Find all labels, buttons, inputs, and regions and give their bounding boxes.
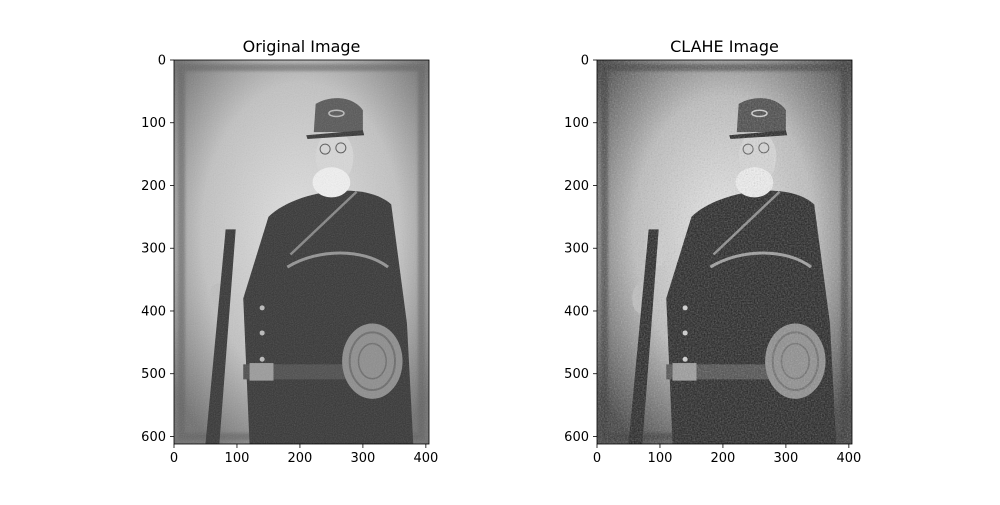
x-tick-label: 400 [413,451,438,466]
x-tick-label: 200 [288,451,313,466]
image-1 [597,60,852,444]
y-tick-label: 500 [141,367,166,382]
y-tick-label: 600 [141,430,166,445]
axes-clahe: CLAHE Image 0 100 200 300 400 0 100 200 300 400 500… [564,37,861,466]
x-tick-label: 100 [225,451,250,466]
y-tick-label: 400 [141,304,166,319]
y-tick-label: 200 [564,179,589,194]
x-tick-label: 300 [773,451,798,466]
y-tick-label: 400 [564,304,589,319]
y-tick-label: 100 [564,116,589,131]
y-tick-label: 100 [141,116,166,131]
y-tick-label: 200 [141,179,166,194]
y-tick-label: 600 [564,430,589,445]
axes-title: Original Image [243,37,361,56]
y-tick-label: 300 [564,242,589,257]
x-tick-label: 300 [350,451,375,466]
image-0 [174,60,429,444]
y-tick-label: 500 [564,367,589,382]
y-tick-label: 300 [141,242,166,257]
x-tick-label: 100 [648,451,673,466]
x-tick-label: 0 [593,451,601,466]
x-tick-label: 0 [170,451,178,466]
axes-title: CLAHE Image [670,37,779,56]
y-tick-label: 0 [581,54,589,69]
x-tick-label: 200 [711,451,736,466]
y-tick-label: 0 [158,54,166,69]
x-tick-label: 400 [836,451,861,466]
axes-original: Original Image 0 100 200 300 400 0 100 200 300 400… [141,37,438,466]
